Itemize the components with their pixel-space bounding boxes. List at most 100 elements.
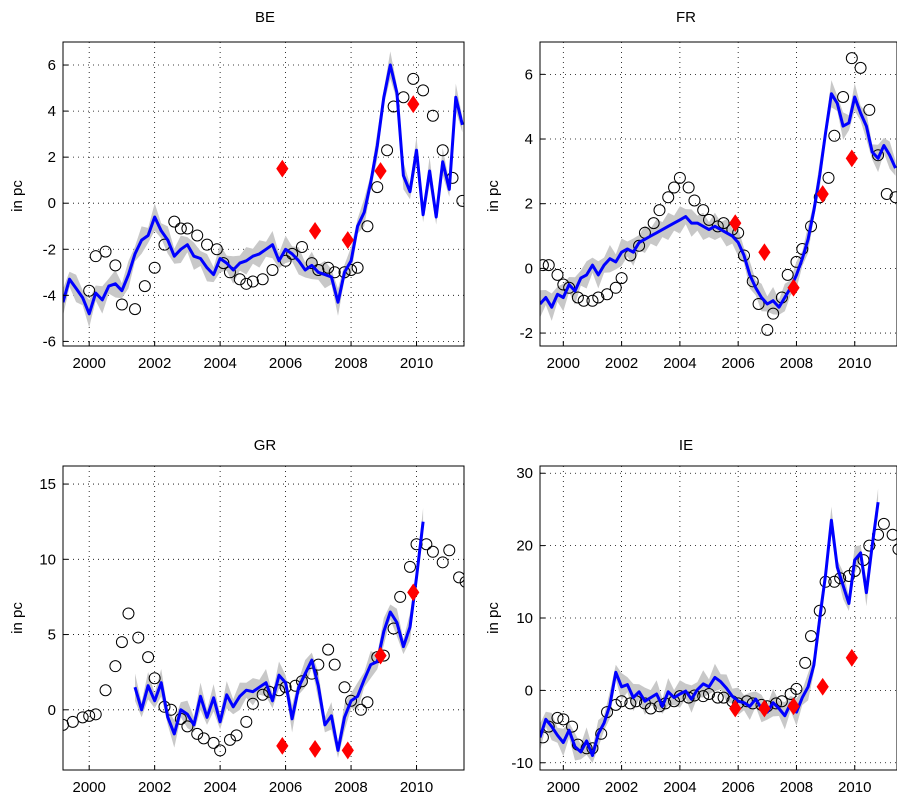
y-tick-label: 0 xyxy=(48,195,56,212)
y-tick-label: 6 xyxy=(525,66,533,83)
data-point-circle xyxy=(688,194,701,207)
data-point-circle xyxy=(837,90,850,103)
data-point-circle xyxy=(99,684,112,697)
data-point-circle xyxy=(624,697,637,710)
panel-title-be: BE xyxy=(255,9,275,26)
x-tick-label: 2000 xyxy=(547,779,580,796)
x-tick-label: 2010 xyxy=(838,355,871,372)
data-point-circle xyxy=(767,307,780,320)
x-tick-label: 2004 xyxy=(203,355,236,372)
data-point-circle xyxy=(863,539,876,552)
x-tick-label: 2004 xyxy=(203,779,236,796)
y-axis-label-gr: in pc xyxy=(9,602,26,634)
data-point-circle xyxy=(240,277,253,290)
data-point-circle xyxy=(361,696,374,709)
data-point-circle xyxy=(76,711,89,724)
x-tick-label: 2000 xyxy=(547,355,580,372)
data-point-circle xyxy=(551,711,564,724)
data-point-circle xyxy=(828,575,841,588)
data-point-circle xyxy=(877,517,890,530)
data-point-circle xyxy=(854,61,867,74)
data-point-circle xyxy=(453,571,464,584)
x-tick-label: 2002 xyxy=(138,779,171,796)
data-point-circle xyxy=(191,229,204,242)
data-point-circle xyxy=(609,281,622,294)
data-point-circle xyxy=(436,556,449,569)
data-point-circle xyxy=(443,544,456,557)
data-point-diamond xyxy=(845,149,858,168)
x-tick-label: 2008 xyxy=(334,355,367,372)
panel-title-fr: FR xyxy=(676,9,696,26)
data-point-diamond xyxy=(341,741,354,760)
y-axis-label-be: in pc xyxy=(9,180,26,212)
data-point-diamond xyxy=(729,214,742,232)
y-tick-label: 4 xyxy=(48,103,56,120)
data-point-circle xyxy=(886,528,897,541)
y-tick-label: -6 xyxy=(43,333,56,350)
x-tick-label: 2010 xyxy=(400,355,433,372)
plot-area xyxy=(63,51,464,328)
series-line xyxy=(133,521,425,752)
x-tick-label: 2008 xyxy=(334,779,367,796)
data-point-circle xyxy=(286,247,299,260)
data-point-circle xyxy=(822,171,835,184)
data-point-circle xyxy=(697,690,710,703)
data-point-diamond xyxy=(845,648,858,667)
data-point-circle xyxy=(256,273,269,286)
data-point-circle xyxy=(761,323,774,336)
data-point-circle xyxy=(717,691,730,704)
data-point-circle xyxy=(592,291,605,304)
data-point-circle xyxy=(563,281,576,294)
data-point-circle xyxy=(653,204,666,217)
data-point-circle xyxy=(410,538,423,551)
confidence-band xyxy=(540,488,879,763)
data-point-circle xyxy=(673,171,686,184)
data-point-circle xyxy=(542,259,555,272)
data-point-circle xyxy=(633,239,646,252)
data-point-circle xyxy=(210,243,223,256)
x-tick-label: 2002 xyxy=(605,779,638,796)
x-tick-label: 2000 xyxy=(73,779,106,796)
data-point-circle xyxy=(148,261,161,274)
x-tick-label: 2008 xyxy=(780,355,813,372)
y-tick-label: 10 xyxy=(516,610,533,627)
data-point-circle xyxy=(83,284,96,297)
data-point-circle xyxy=(371,181,384,194)
data-point-circle xyxy=(109,660,122,673)
panel-gr: GR in pc 2000 2002 2004 2006 2008 2010 0 5 10 15 xyxy=(9,437,465,796)
data-point-circle xyxy=(615,695,628,708)
data-point-circle xyxy=(246,275,259,288)
y-tick-label: 15 xyxy=(39,476,56,493)
data-point-circle xyxy=(246,697,259,710)
data-point-diamond xyxy=(758,699,771,718)
data-point-circle xyxy=(322,643,335,656)
data-point-circle xyxy=(99,245,112,258)
data-point-diamond xyxy=(341,231,354,249)
data-point-diamond xyxy=(407,583,420,602)
y-axis-label-ie: in pc xyxy=(485,602,502,634)
panel-be: BE in pc 2000 2002 2004 2006 2008 2010 -6 -4 -2 0… xyxy=(9,9,465,372)
data-point-circle xyxy=(540,259,549,272)
data-point-circle xyxy=(738,249,750,262)
data-point-circle xyxy=(889,191,897,204)
data-point-circle xyxy=(223,733,236,746)
data-point-circle xyxy=(115,298,128,311)
data-point-circle xyxy=(256,688,269,701)
data-point-diamond xyxy=(758,243,771,262)
data-point-diamond xyxy=(787,278,800,297)
data-point-circle xyxy=(132,631,145,644)
data-point-circle xyxy=(230,729,243,742)
y-tick-label: 2 xyxy=(48,149,56,166)
y-tick-label: 2 xyxy=(525,196,533,213)
data-point-circle xyxy=(775,695,788,708)
data-point-circle xyxy=(647,217,660,230)
data-point-circle xyxy=(89,708,102,721)
x-tick-label: 2000 xyxy=(73,355,106,372)
data-point-circle xyxy=(66,715,79,728)
plot-area xyxy=(540,52,897,336)
data-point-circle xyxy=(345,694,358,707)
data-point-circle xyxy=(201,238,214,251)
x-tick-label: 2004 xyxy=(663,355,696,372)
data-point-diamond xyxy=(816,185,829,203)
